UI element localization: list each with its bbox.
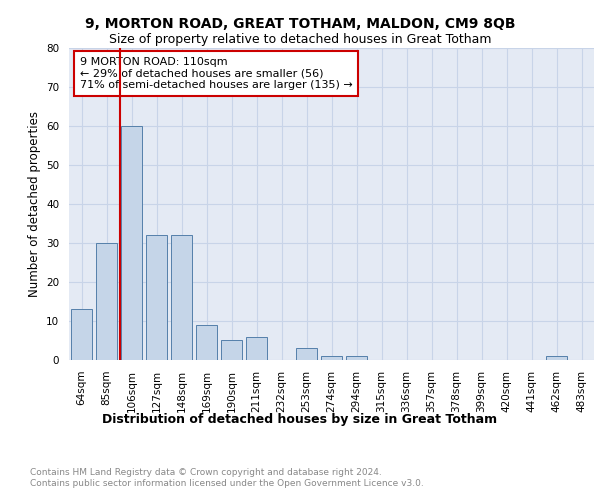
Bar [96,243,117,360]
Y-axis label: Number of detached properties: Number of detached properties [28,111,41,296]
Bar [121,126,142,360]
Bar [146,235,167,360]
Text: Distribution of detached houses by size in Great Totham: Distribution of detached houses by size … [103,412,497,426]
Text: 9, MORTON ROAD, GREAT TOTHAM, MALDON, CM9 8QB: 9, MORTON ROAD, GREAT TOTHAM, MALDON, CM… [85,18,515,32]
Bar [171,235,192,360]
Text: Contains HM Land Registry data © Crown copyright and database right 2024.
Contai: Contains HM Land Registry data © Crown c… [30,468,424,487]
Bar [71,309,92,360]
Bar [346,356,367,360]
Bar [246,336,267,360]
Bar [546,356,567,360]
Bar [321,356,342,360]
Bar [221,340,242,360]
Text: Size of property relative to detached houses in Great Totham: Size of property relative to detached ho… [109,32,491,46]
Text: 9 MORTON ROAD: 110sqm
← 29% of detached houses are smaller (56)
71% of semi-deta: 9 MORTON ROAD: 110sqm ← 29% of detached … [79,57,352,90]
Bar [296,348,317,360]
Bar [196,325,217,360]
